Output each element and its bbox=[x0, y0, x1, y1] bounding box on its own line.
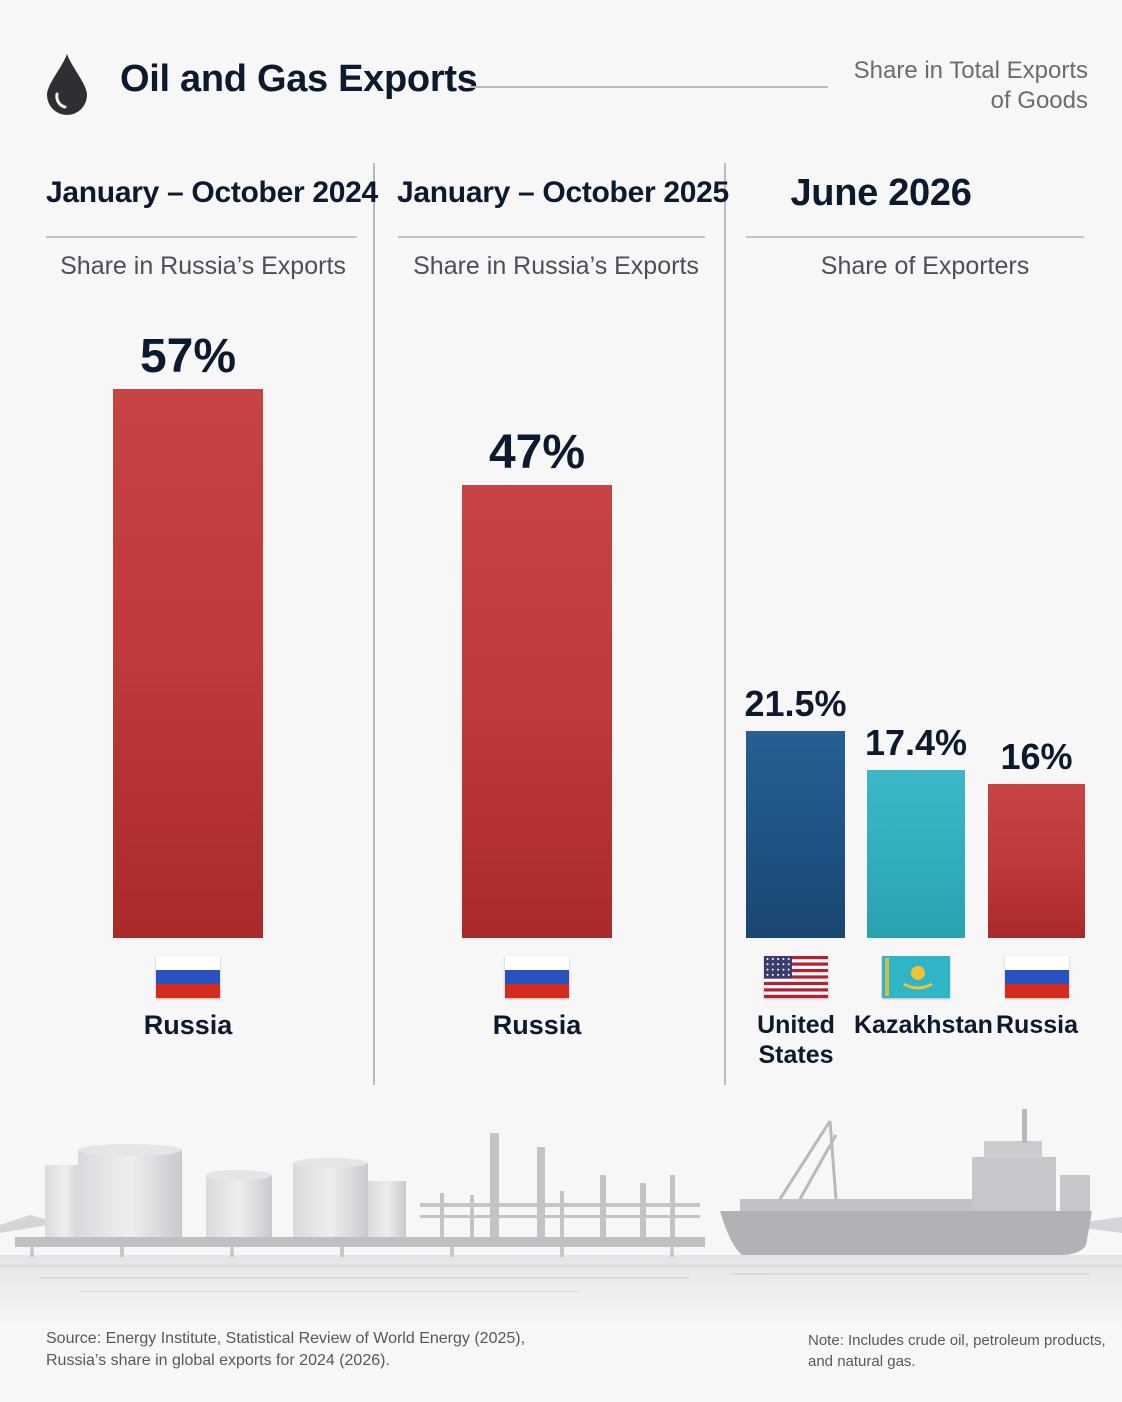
panel-1-subtitle: Share in Russia’s Exports bbox=[60, 252, 346, 280]
russia-flag-icon bbox=[1005, 956, 1069, 998]
value-label: 16% bbox=[1000, 736, 1073, 777]
panel-2-rule bbox=[398, 236, 705, 238]
panel-3-subtitle: Share of Exporters bbox=[820, 252, 1030, 280]
category-label: United States bbox=[757, 1011, 835, 1069]
category-label: Kazakhstan bbox=[854, 1011, 993, 1039]
page-subtitle-line1: Share in Total Exports bbox=[853, 57, 1088, 84]
source-line-2: Russia’s share in global exports for 202… bbox=[46, 1352, 390, 1369]
panel-1-title: January – October 2024 bbox=[46, 176, 378, 209]
category-label: Russia bbox=[143, 1010, 233, 1040]
us-flag-icon bbox=[764, 956, 828, 998]
source-line-1: Source: Energy Institute, Statistical Re… bbox=[46, 1330, 526, 1347]
category-label: Russia bbox=[492, 1010, 582, 1040]
panel-2-title: January – October 2025 bbox=[397, 176, 729, 209]
bar-kazakhstan bbox=[867, 770, 965, 938]
page-subtitle-line2: of Goods bbox=[990, 87, 1088, 114]
value-label: 21.5% bbox=[744, 683, 847, 724]
column-divider bbox=[724, 163, 726, 1085]
page-title: Oil and Gas Exports bbox=[120, 58, 478, 100]
panel-2-subtitle: Share in Russia’s Exports bbox=[413, 252, 699, 280]
value-label: 47% bbox=[488, 426, 586, 479]
footnote-line-2: and natural gas. bbox=[808, 1353, 916, 1370]
russia-flag-icon bbox=[505, 956, 569, 998]
value-label: 17.4% bbox=[864, 722, 968, 763]
russia-flag-icon bbox=[156, 956, 220, 998]
category-label: Russia bbox=[996, 1011, 1078, 1039]
page-subtitle: Share in Total Exports of Goods bbox=[788, 56, 1088, 116]
footnote-line-1: Note: Includes crude oil, petroleum prod… bbox=[808, 1332, 1106, 1349]
source-note: Source: Energy Institute, Statistical Re… bbox=[46, 1328, 566, 1372]
oil-drop-icon bbox=[47, 54, 87, 115]
oil-terminal-and-tanker-illustration bbox=[0, 1109, 1122, 1325]
panel-3-title: June 2026 bbox=[790, 172, 972, 214]
kazakhstan-flag-icon bbox=[882, 956, 950, 998]
bar-russia bbox=[988, 784, 1085, 938]
title-rule bbox=[470, 86, 828, 88]
bar-russia bbox=[462, 485, 612, 938]
panel-3-rule bbox=[746, 236, 1084, 238]
panel-1-rule bbox=[46, 236, 357, 238]
value-label: 57% bbox=[139, 330, 237, 383]
bar-united-states bbox=[746, 731, 845, 938]
footnote: Note: Includes crude oil, petroleum prod… bbox=[808, 1330, 1108, 1372]
bar-russia bbox=[113, 389, 263, 938]
column-divider bbox=[373, 163, 375, 1085]
bar-charts: 57% Russia 47% Russia 21.5% United States 17.4… bbox=[113, 330, 1085, 1069]
